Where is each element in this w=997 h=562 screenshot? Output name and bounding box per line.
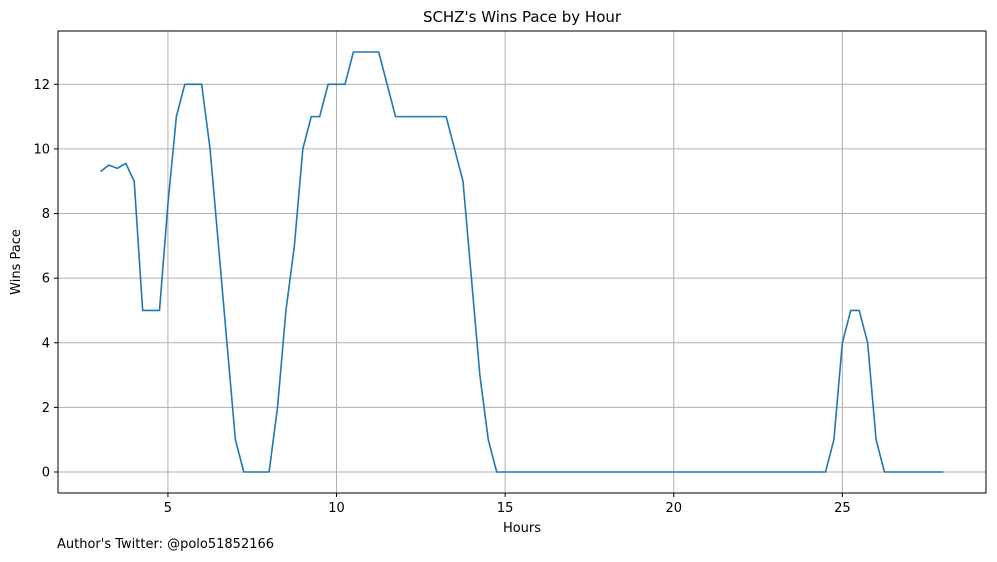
author-credit: Author's Twitter: @polo51852166 [57, 537, 275, 552]
y-tick-label: 2 [42, 401, 50, 416]
y-tick-label: 0 [42, 466, 50, 481]
y-tick-label: 10 [33, 142, 50, 157]
y-tick-label: 12 [33, 78, 50, 93]
x-tick-label: 25 [834, 501, 851, 516]
x-tick-label: 15 [497, 501, 514, 516]
chart-title: SCHZ's Wins Pace by Hour [423, 8, 622, 26]
plot-area-frame [57, 30, 987, 494]
y-tick-label: 8 [42, 207, 50, 222]
axis-ticks: 5 10 15 20 25 0 2 4 6 8 10 12 [33, 78, 850, 516]
x-tick-label: 20 [665, 501, 682, 516]
y-tick-label: 6 [42, 272, 50, 287]
series-layer [100, 51, 944, 473]
y-tick-label: 4 [42, 336, 50, 351]
x-tick-label: 5 [164, 501, 172, 516]
series-line [100, 51, 944, 473]
x-tick-label: 10 [328, 501, 345, 516]
y-axis-label: Wins Pace [9, 229, 24, 295]
x-axis-label: Hours [503, 521, 541, 536]
grid-lines [58, 31, 986, 493]
